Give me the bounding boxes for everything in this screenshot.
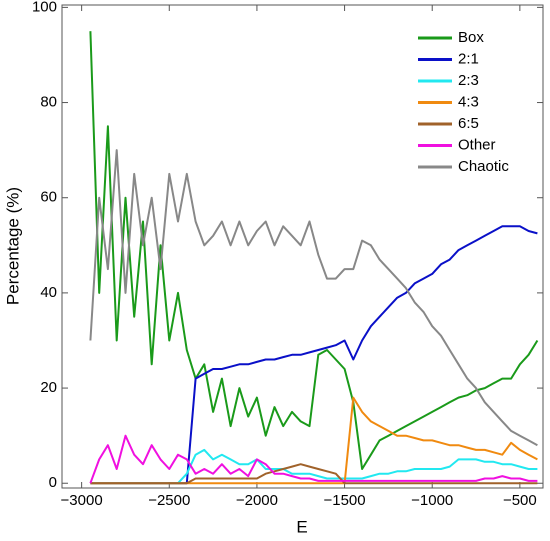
series-line: [90, 463, 538, 485]
y-tick-label: 0: [49, 474, 57, 491]
y-tick-label: 40: [40, 284, 57, 301]
series-line: [89, 434, 538, 484]
series-line: [89, 149, 538, 447]
legend-label: Chaotic: [458, 158, 509, 175]
x-tick-label: −2000: [236, 492, 278, 509]
y-tick-label: 100: [32, 0, 57, 15]
y-tick-label: 20: [40, 379, 57, 396]
x-tick-label: −1500: [323, 492, 365, 509]
legend-label: Other: [458, 136, 496, 153]
legend-label: 2:3: [458, 72, 479, 89]
legend-label: 4:3: [458, 93, 479, 110]
series-line: [90, 225, 538, 485]
plot-frame: [61, 4, 544, 489]
x-tick-label: −1000: [411, 492, 453, 509]
x-tick-label: −3000: [61, 492, 103, 509]
legend-label: 6:5: [458, 115, 479, 132]
series-line: [89, 31, 539, 470]
y-tick-label: 80: [40, 94, 57, 111]
y-axis-label: Percentage (%): [3, 187, 22, 305]
legend-label: 2:1: [458, 50, 479, 67]
y-tick-label: 60: [40, 189, 57, 206]
x-tick-label: −500: [503, 492, 537, 509]
series-line: [90, 396, 538, 485]
x-axis-label: E: [296, 517, 307, 536]
legend-label: Box: [458, 29, 484, 46]
x-tick-label: −2500: [148, 492, 190, 509]
